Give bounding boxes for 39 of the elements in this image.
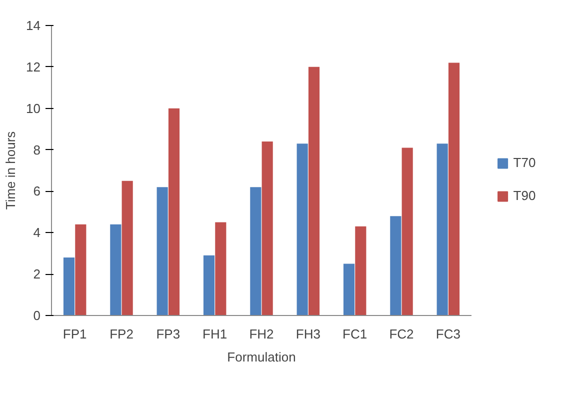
bar [296,144,308,316]
bar [168,108,180,316]
y-tick-label: 0 [33,308,41,323]
bar [262,142,273,316]
y-tick-label: 10 [26,100,41,116]
x-tick-label: FP1 [62,326,87,342]
x-tick-label: FC3 [436,326,460,342]
x-axis-title: Formulation [227,350,296,364]
x-tick-label: FH2 [249,326,274,342]
x-tick-label: FH1 [202,326,228,342]
x-tick-label: FH3 [296,326,320,342]
bar [156,187,168,316]
x-tick-label: FP3 [156,326,180,342]
bar [250,187,262,316]
legend-label: T90 [513,188,536,203]
y-tick-label: 14 [26,18,41,33]
x-tick-label: FC1 [342,326,368,342]
bar [203,255,215,316]
bar [402,148,413,316]
bar [122,180,133,316]
y-tick-label: 6 [33,184,41,199]
x-tick-label: FP2 [110,326,134,342]
bar [110,224,122,316]
bar [436,144,448,316]
y-tick-label: 2 [33,266,41,282]
bar [215,222,226,316]
x-tick-label: FC2 [389,326,414,342]
bar [390,216,402,316]
bar [343,264,355,316]
y-tick-label: 8 [33,142,41,158]
y-tick-label: 4 [33,225,41,240]
legend-label: T70 [513,155,536,170]
bar [308,66,320,316]
bar [63,258,75,316]
bar [75,224,86,316]
y-axis-title: Time in hours [3,130,18,210]
y-tick-label: 12 [26,59,41,74]
bar [355,226,366,316]
bar [448,62,460,316]
